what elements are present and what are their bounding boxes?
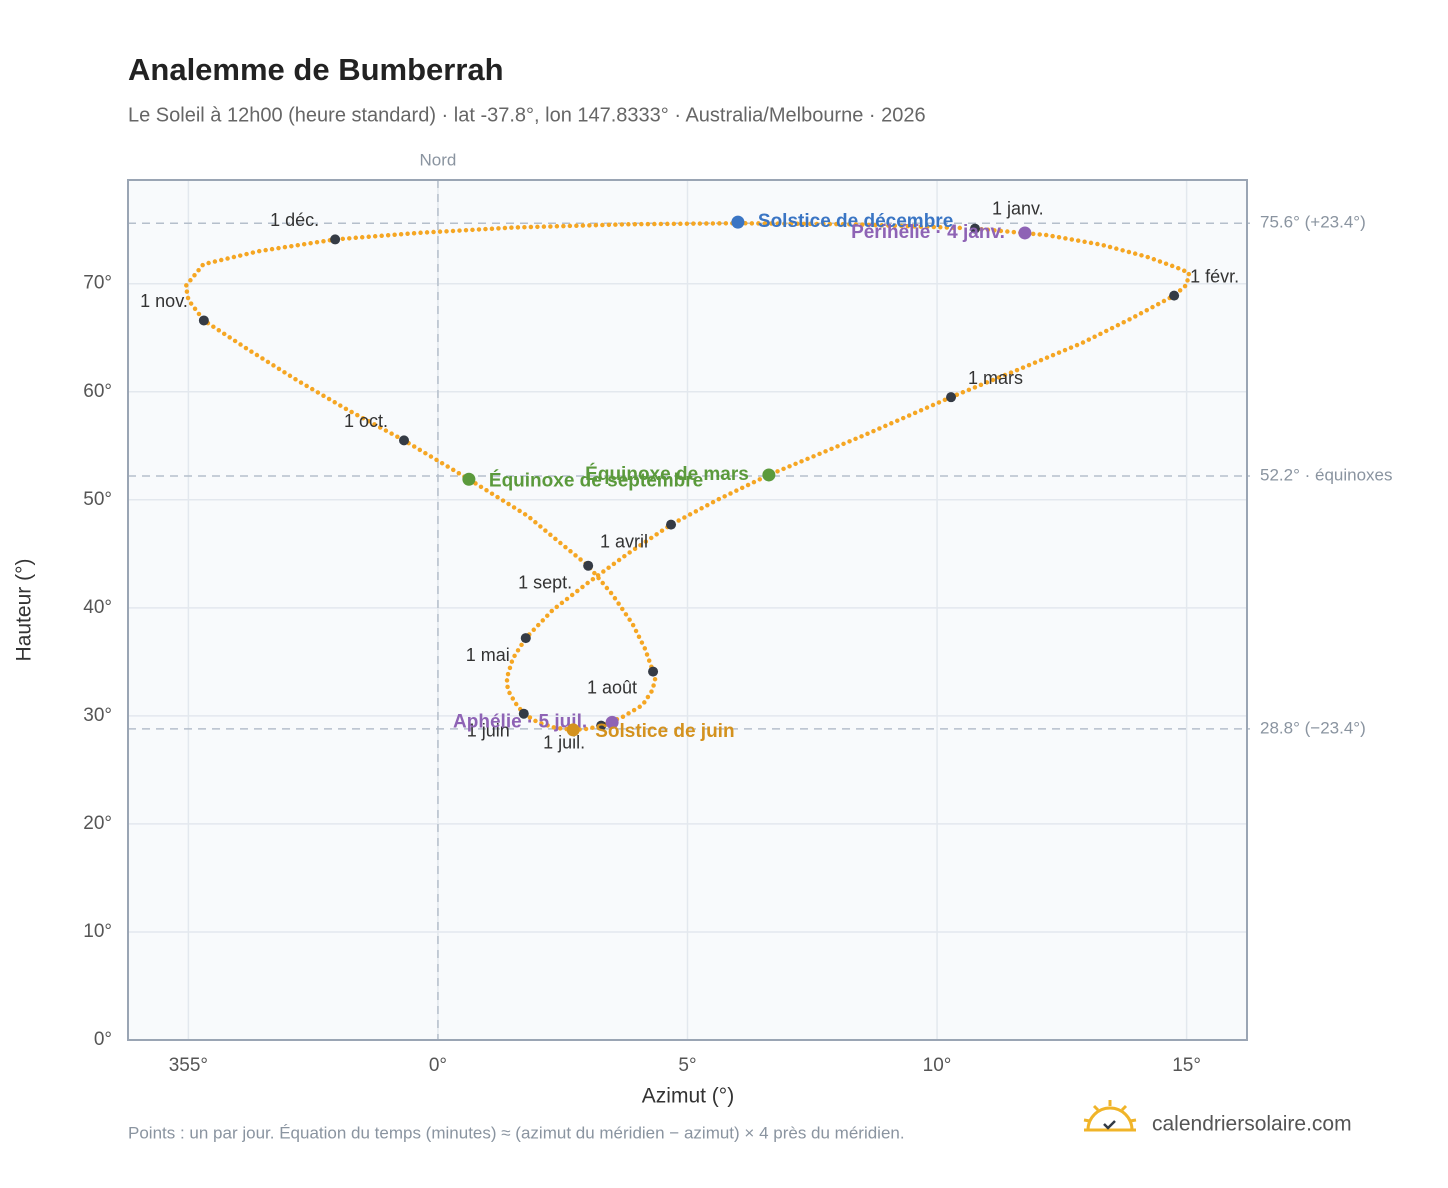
y-tick-label: 0° xyxy=(94,1029,112,1050)
month-marker xyxy=(399,435,410,446)
y-tick-label: 30° xyxy=(83,705,112,726)
month-label: 1 juin xyxy=(467,720,510,740)
x-tick-label: 10° xyxy=(923,1055,952,1076)
reference-label: 28.8° (−23.4°) xyxy=(1260,718,1366,737)
month-marker xyxy=(666,519,677,530)
y-tick-label: 60° xyxy=(83,381,112,402)
brand-logo xyxy=(1083,1100,1137,1132)
month-marker xyxy=(596,720,607,731)
event-label: Solstice de décembre xyxy=(758,211,953,232)
month-marker xyxy=(946,392,957,403)
plot-border xyxy=(127,179,1248,1041)
y-tick-label: 20° xyxy=(83,813,112,834)
event-label: Équinoxe de mars xyxy=(585,463,749,485)
meridian-label: Nord xyxy=(420,150,457,169)
month-marker xyxy=(198,315,209,326)
month-label: 1 févr. xyxy=(1190,266,1239,286)
month-marker xyxy=(583,560,594,571)
month-label: 1 mars xyxy=(968,368,1023,388)
month-label: 1 janv. xyxy=(992,198,1044,218)
month-label: 1 déc. xyxy=(270,210,319,230)
event-marker xyxy=(762,468,776,482)
x-tick-label: 15° xyxy=(1172,1055,1201,1076)
event-label: Aphélie · 5 juil. xyxy=(453,711,587,732)
event-marker xyxy=(605,715,619,729)
month-label: 1 oct. xyxy=(344,411,388,431)
y-tick-label: 70° xyxy=(83,273,112,294)
month-label: 1 avril xyxy=(600,531,648,551)
event-label: Équinoxe de septembre xyxy=(489,469,703,491)
month-marker xyxy=(518,708,529,719)
month-label: 1 sept. xyxy=(518,572,572,592)
x-axis-label: Azimut (°) xyxy=(642,1085,734,1108)
event-marker xyxy=(462,472,476,486)
chart-title: Analemme de Bumberrah xyxy=(128,52,504,87)
brand: calendriersolaire.com xyxy=(1152,1113,1352,1136)
month-label: 1 mai xyxy=(466,645,510,665)
x-tick-label: 0° xyxy=(429,1055,447,1076)
month-label: 1 août xyxy=(587,677,637,697)
month-marker xyxy=(648,666,659,677)
event-marker xyxy=(731,215,745,229)
chart-subtitle: Le Soleil à 12h00 (heure standard) · lat… xyxy=(128,104,926,126)
y-tick-label: 40° xyxy=(83,597,112,618)
event-label: Périhélie · 4 janv. xyxy=(851,222,1005,243)
y-tick-label: 10° xyxy=(83,921,112,942)
y-tick-label: 50° xyxy=(83,489,112,510)
month-marker xyxy=(520,633,531,644)
month-label: 1 nov. xyxy=(140,291,188,311)
reference-label: 75.6° (+23.4°) xyxy=(1260,213,1366,232)
month-marker xyxy=(969,223,980,234)
month-marker xyxy=(330,234,341,245)
x-tick-label: 355° xyxy=(169,1055,208,1076)
month-marker xyxy=(1169,290,1180,301)
event-marker xyxy=(566,723,580,737)
month-label: 1 juil. xyxy=(543,732,585,752)
event-label: Solstice de juin xyxy=(595,721,734,742)
daily-sun-path xyxy=(183,220,1192,733)
y-axis-label: Hauteur (°) xyxy=(13,559,36,662)
x-tick-label: 5° xyxy=(678,1055,696,1076)
event-marker xyxy=(1018,226,1032,240)
footnote: Points : un par jour. Équation du temps … xyxy=(128,1123,905,1142)
reference-label: 52.2° · équinoxes xyxy=(1260,466,1393,485)
